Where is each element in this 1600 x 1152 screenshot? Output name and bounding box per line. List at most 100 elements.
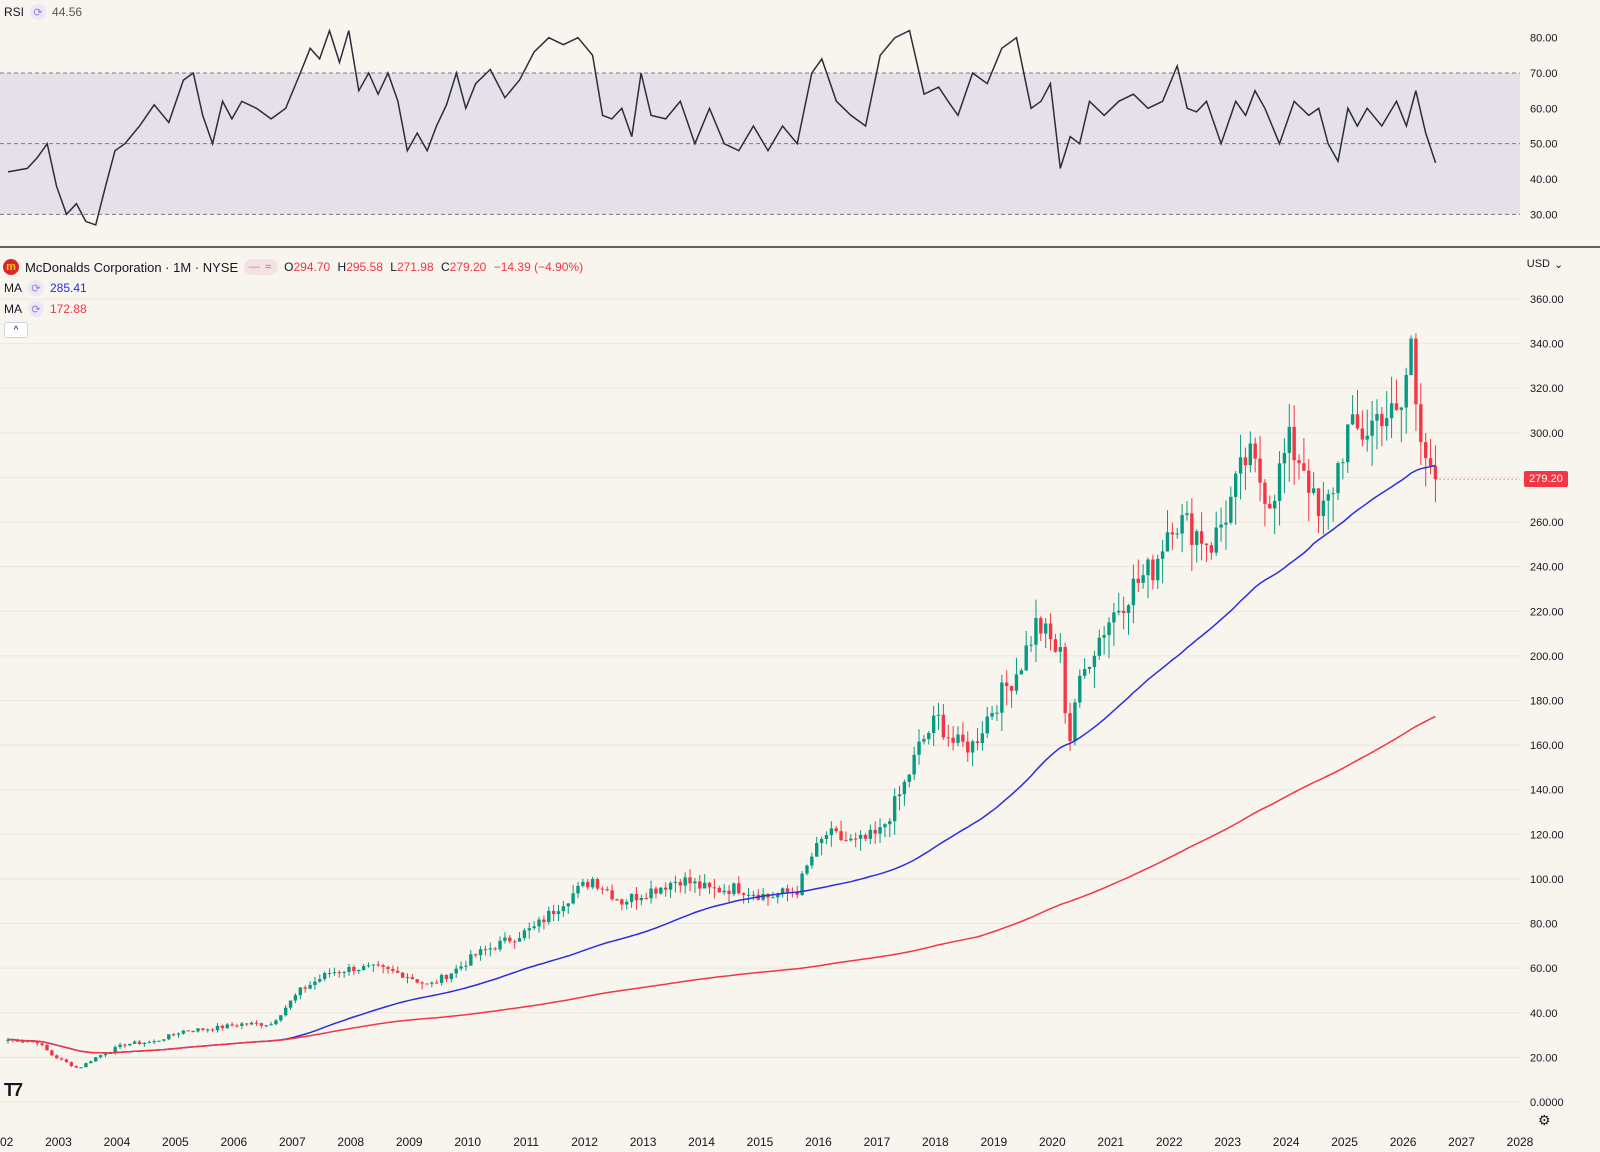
candle-body xyxy=(1311,488,1316,493)
candle-body xyxy=(30,1041,35,1043)
candle-body xyxy=(410,977,415,980)
candle-body xyxy=(313,981,317,985)
ma1-settings-icon[interactable]: ⟳ xyxy=(28,280,44,296)
time-tick-label: 2017 xyxy=(864,1135,891,1149)
candle-body xyxy=(629,893,634,902)
candle-body xyxy=(464,965,468,967)
candle-body xyxy=(902,781,907,795)
time-tick-label: 2027 xyxy=(1448,1135,1475,1149)
candle-body xyxy=(1165,532,1170,552)
candle-body xyxy=(702,882,707,889)
price-tick-label: 140.00 xyxy=(1530,785,1564,797)
rsi-tick-label: 70.00 xyxy=(1530,68,1558,80)
candle-body xyxy=(1000,682,1004,713)
candle-body xyxy=(776,894,780,898)
time-tick-label: 2010 xyxy=(454,1135,481,1149)
candle-body xyxy=(1341,462,1345,464)
low-value: 271.98 xyxy=(396,260,434,274)
ma2-settings-icon[interactable]: ⟳ xyxy=(28,301,44,317)
candle-body xyxy=(1078,675,1082,703)
candle-body xyxy=(1146,559,1150,576)
candle-body xyxy=(878,827,882,834)
price-tick-label: 40.00 xyxy=(1530,1008,1558,1020)
time-tick-label: 2020 xyxy=(1039,1135,1066,1149)
time-tick-label: 2015 xyxy=(747,1135,774,1149)
time-tick-label: 2003 xyxy=(45,1135,72,1149)
tradingview-logo-icon[interactable]: T7 xyxy=(4,1080,23,1100)
collapse-legend-button[interactable]: ^ xyxy=(4,322,28,338)
candle-body xyxy=(722,890,726,893)
candle-body xyxy=(683,877,687,886)
candle-body xyxy=(196,1028,200,1032)
ma2-legend: MA ⟳ 172.88 xyxy=(4,301,87,317)
candle-body xyxy=(595,879,600,889)
candle-body xyxy=(824,835,829,839)
time-tick-label: 2016 xyxy=(805,1135,832,1149)
candle-body xyxy=(605,889,609,891)
candle-body xyxy=(751,894,756,896)
candle-body xyxy=(1073,702,1077,742)
candle-body xyxy=(1282,452,1287,464)
candle-body xyxy=(1175,533,1179,535)
candle-body xyxy=(454,968,458,974)
candle-body xyxy=(649,888,653,899)
candle-body xyxy=(259,1023,264,1026)
last-price-tag: 279.20 xyxy=(1524,471,1568,487)
candle-body xyxy=(225,1024,229,1029)
candle-body xyxy=(961,734,965,742)
candle-body xyxy=(288,1000,293,1008)
candle-body xyxy=(322,973,327,980)
minus-icon: — xyxy=(248,261,260,273)
candle-body xyxy=(829,828,834,836)
candle-body xyxy=(537,919,541,927)
candle-body xyxy=(342,971,346,973)
visibility-toggle[interactable]: — ≈ xyxy=(244,259,279,275)
candle-body xyxy=(118,1044,122,1048)
candle-body xyxy=(551,910,556,914)
candle-body xyxy=(1097,637,1101,656)
candle-body xyxy=(176,1033,181,1035)
time-tick-label: 2012 xyxy=(571,1135,598,1149)
candle-body xyxy=(245,1023,249,1025)
currency-selector[interactable]: USD ⌄ xyxy=(1522,254,1568,274)
time-tick-label: 2009 xyxy=(396,1135,423,1149)
rsi-legend-value: 44.56 xyxy=(52,5,83,19)
open-value: 294.70 xyxy=(293,260,331,274)
candle-body xyxy=(654,888,658,894)
candle-body xyxy=(79,1067,83,1069)
candle-body xyxy=(332,972,337,974)
candle-body xyxy=(488,948,493,950)
candle-body xyxy=(732,883,736,895)
time-tick-label: 2005 xyxy=(162,1135,189,1149)
candle-body xyxy=(1389,403,1394,419)
candle-body xyxy=(473,954,478,956)
candle-body xyxy=(1380,413,1384,427)
candle-body xyxy=(1209,545,1214,553)
symbol-title[interactable]: McDonalds Corporation · 1M · NYSE xyxy=(25,259,239,275)
candle-body xyxy=(132,1041,137,1044)
candle-body xyxy=(1326,494,1330,501)
candle-body xyxy=(366,965,371,967)
candle-body xyxy=(693,881,697,884)
price-tick-label: 80.00 xyxy=(1530,919,1558,931)
candle-body xyxy=(892,796,897,822)
candle-body xyxy=(142,1042,147,1044)
rsi-tick-label: 40.00 xyxy=(1530,174,1558,186)
price-tick-label: 60.00 xyxy=(1530,963,1558,975)
gear-icon[interactable]: ⚙ xyxy=(1538,1112,1551,1128)
candle-body xyxy=(586,881,590,888)
candle-body xyxy=(157,1040,161,1042)
candle-body xyxy=(1399,407,1404,410)
price-tick-label: 300.00 xyxy=(1530,428,1564,440)
rsi-settings-icon[interactable]: ⟳ xyxy=(30,4,47,20)
candle-body xyxy=(644,898,648,900)
candle-body xyxy=(907,774,911,782)
time-tick-label: 2002 xyxy=(0,1135,14,1149)
candle-body xyxy=(1375,413,1379,421)
candle-body xyxy=(1092,655,1097,667)
price-tick-label: 0.0000 xyxy=(1530,1097,1564,1109)
candle-body xyxy=(771,897,775,899)
candle-body xyxy=(381,965,385,967)
candle-body xyxy=(1156,558,1160,581)
